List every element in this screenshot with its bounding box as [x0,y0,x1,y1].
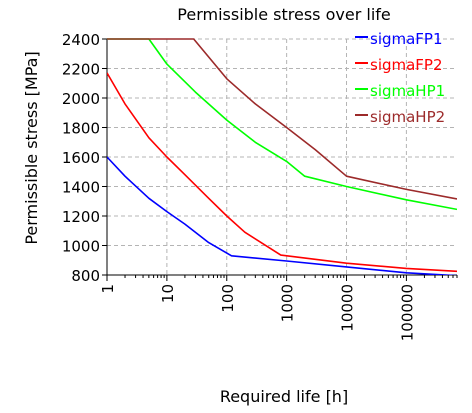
x-tick-label: 10 [159,284,177,303]
y-axis-ticks: 800 1000 1200 1400 1600 1800 2000 2200 2400 [62,31,107,285]
series-line-sigmaHP1 [107,38,457,211]
x-tick-label: 1000 [279,284,297,322]
chart-title: Permissible stress over life [177,5,390,24]
y-tick-label: 2200 [62,61,100,79]
y-tick-label: 2000 [62,90,100,108]
series-line-sigmaHP2 [107,38,457,200]
y-axis-label: Permissible stress [MPa] [22,51,41,244]
y-tick-label: 2400 [62,31,100,49]
series-line-sigmaFP1 [107,156,457,275]
legend-label-sigmaHP1: sigmaHP1 [370,82,445,100]
x-tick-label: 1 [99,284,117,294]
y-tick-label: 1000 [62,238,100,256]
x-tick-label: 10000 [339,284,357,332]
x-axis-ticks: 1 10 100 1000 10000 100000 [99,275,458,341]
legend-label-sigmaHP2: sigmaHP2 [370,108,445,126]
series-line-sigmaFP2 [107,72,457,273]
x-tick-label: 100 [219,284,237,313]
x-axis-label: Required life [h] [220,387,348,406]
y-tick-label: 1400 [62,179,100,197]
legend: sigmaFP1 sigmaFP2 sigmaHP1 sigmaHP2 [355,30,445,126]
x-tick-label: 100000 [398,284,416,341]
y-tick-label: 1200 [62,208,100,226]
y-tick-label: 1800 [62,120,100,138]
y-tick-label: 800 [71,267,100,285]
legend-label-sigmaFP1: sigmaFP1 [370,30,443,48]
series-group [107,38,457,275]
y-tick-label: 1600 [62,149,100,167]
legend-label-sigmaFP2: sigmaFP2 [370,56,443,74]
